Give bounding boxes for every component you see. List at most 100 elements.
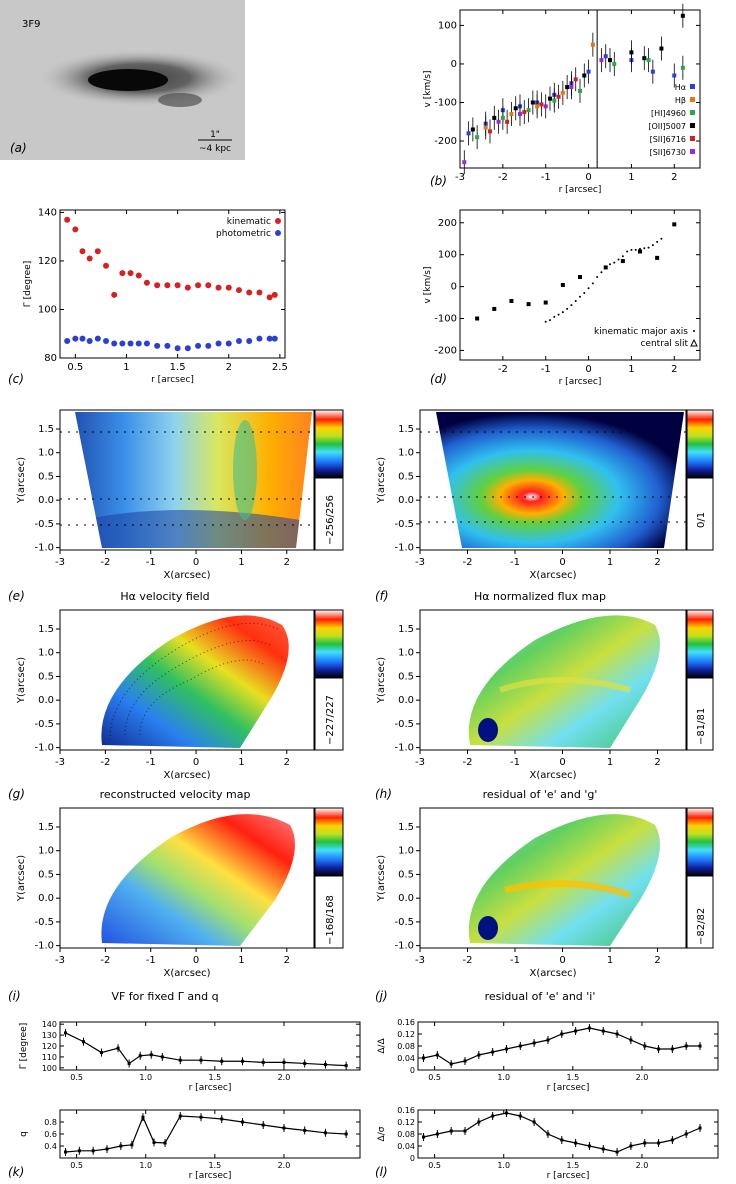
slit-point [475, 316, 480, 321]
data-point [303, 1128, 307, 1132]
data-point [509, 112, 514, 117]
panel-f: 0/1 (f) Hα normalized flux map [375, 409, 714, 603]
data-point [240, 1059, 244, 1063]
map-y-axis-label: Y(arcsec) [376, 855, 387, 902]
map-y-tick-label: -0.5 [34, 719, 54, 730]
map-frame-e [59, 409, 315, 551]
x-tick-label: 1.5 [170, 362, 186, 373]
colorbar-g-label-box [314, 677, 344, 751]
y-tick-label: 0.16 [397, 1106, 415, 1115]
map-x-tick-label: 1 [607, 955, 613, 966]
data-point [560, 1032, 564, 1036]
data-point [163, 1141, 167, 1145]
x-tick-label: -3 [455, 172, 465, 183]
data-point [154, 282, 161, 289]
slit-point [509, 298, 514, 303]
data-point [578, 88, 582, 93]
map-y-axis-label: Y(arcsec) [16, 657, 27, 704]
data-point [491, 1050, 495, 1054]
panel-g: −227/227 (g) reconstructed velocity map [8, 609, 344, 801]
map-x-tick-label: 2 [284, 955, 290, 966]
y-tick-label: 0.04 [397, 1054, 415, 1063]
data-point [477, 1053, 481, 1057]
data-point [119, 270, 126, 277]
map-x-tick-label: 1 [238, 955, 244, 966]
data-point [548, 96, 552, 101]
colorbar-f-range: 0/1 [696, 512, 707, 528]
object-id: 3F9 [22, 19, 40, 30]
map-y-tick-label: 1.0 [398, 448, 414, 459]
map-x-tick-label: -2 [100, 955, 110, 966]
colorbar-h-label-box [686, 677, 714, 751]
y-axis-label: Γ [degree] [19, 1023, 29, 1069]
major-axis-point [587, 287, 590, 290]
map-frame-g [59, 609, 315, 751]
legend-marker [690, 110, 695, 115]
data-point [646, 58, 651, 63]
colorbar-j [686, 807, 714, 877]
data-point [82, 1040, 86, 1044]
map-x-tick-label: -2 [100, 757, 110, 768]
x-tick-label: 1 [123, 362, 129, 373]
data-point [323, 1063, 327, 1067]
data-point [138, 1054, 142, 1058]
map-x-tick-label: 0 [559, 955, 565, 966]
data-point [174, 345, 181, 352]
x-tick-label: 0.5 [70, 1161, 83, 1170]
major-axis-point [634, 248, 637, 251]
panel-title-f: Hα normalized flux map [474, 590, 606, 603]
y-tick-label: 0.12 [397, 1118, 415, 1127]
map-x-tick-label: -3 [415, 757, 425, 768]
colorbar-g [314, 609, 344, 679]
y-tick-label: 0.4 [44, 1142, 57, 1151]
colorbar-f-label-box [686, 477, 714, 551]
data-point [680, 13, 685, 18]
map-y-tick-label: -1.0 [34, 941, 54, 952]
data-point [344, 1132, 348, 1136]
map-y-tick-label: -1.0 [394, 543, 414, 554]
map-x-axis-label: X(arcsec) [163, 770, 210, 781]
velocity-mid-band [233, 420, 257, 520]
data-point [303, 1061, 307, 1065]
map-y-tick-label: 0.0 [398, 495, 414, 506]
data-point [488, 129, 492, 134]
panel-label-e: (e) [8, 589, 25, 603]
plot-frame [459, 209, 701, 361]
legend-label: kinematic major axis [594, 327, 688, 337]
galaxy-core [88, 69, 168, 91]
map-x-axis-label: X(arcsec) [529, 968, 576, 979]
data-point [111, 340, 118, 347]
map-x-tick-label: 0 [193, 557, 199, 568]
slit-point [603, 265, 608, 270]
colorbar-h [686, 609, 714, 679]
data-point [154, 342, 161, 349]
data-point [79, 248, 86, 255]
data-point [590, 42, 595, 47]
panel-h: −81/81 (h) residual of 'e' and 'g' [375, 609, 714, 801]
map-y-tick-label: 0.5 [38, 869, 54, 880]
data-point [422, 1056, 426, 1060]
y-tick-label: 0 [451, 282, 457, 293]
major-axis-point [651, 244, 654, 247]
chart-l: (k) 0.5 1.0 1.5 2.0 0.4 0.6 0.8 r [arcsec] q [8, 1109, 361, 1181]
y-tick-label: -200 [434, 136, 457, 147]
data-point [496, 119, 501, 124]
data-point [116, 1046, 120, 1050]
map-y-tick-label: 1.5 [38, 822, 54, 833]
map-x-tick-label: 2 [654, 557, 660, 568]
data-point [569, 85, 574, 90]
map-x-axis-label: X(arcsec) [163, 968, 210, 979]
data-point [601, 1147, 605, 1151]
y-tick-label: 100 [38, 304, 57, 315]
slit-point [620, 259, 625, 264]
map-x-tick-label: -2 [463, 757, 473, 768]
data-point [560, 1138, 564, 1142]
map-x-axis-label: X(arcsec) [529, 770, 576, 781]
legend-marker [690, 338, 698, 347]
slit-point [492, 306, 497, 311]
map-x-tick-label: -1 [146, 955, 156, 966]
plot-frame [59, 209, 286, 359]
map-x-axis-label: X(arcsec) [163, 570, 210, 581]
map-y-tick-label: 1.5 [38, 624, 54, 635]
major-axis-point [570, 304, 573, 307]
